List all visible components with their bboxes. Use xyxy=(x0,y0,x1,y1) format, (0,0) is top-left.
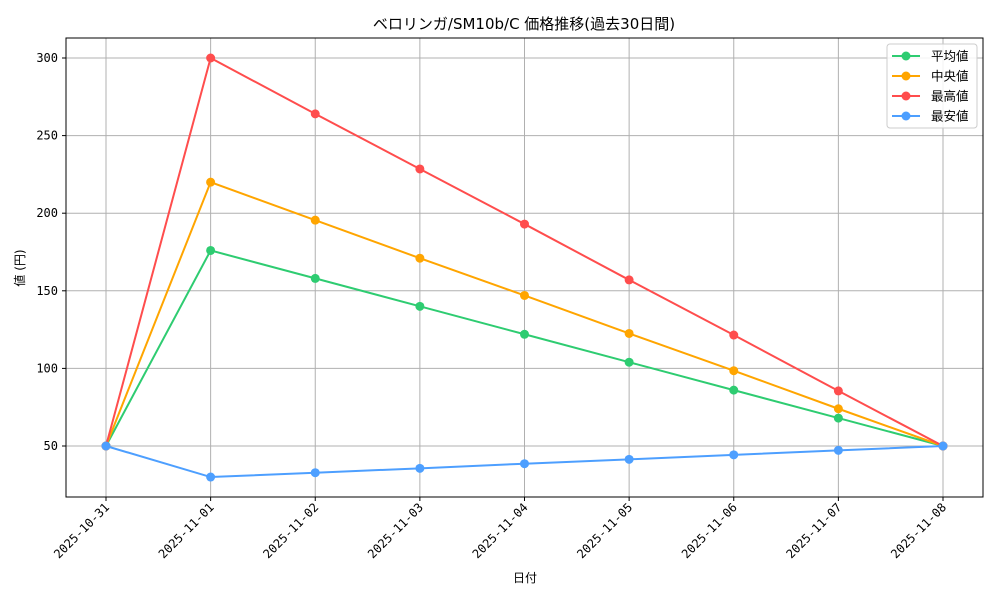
x-tick-label: 2025-10-31 xyxy=(51,500,112,561)
x-tick-label: 2025-11-06 xyxy=(679,500,740,561)
data-point-marker xyxy=(624,454,634,464)
y-tick-label: 100 xyxy=(36,361,58,375)
legend-label: 最高値 xyxy=(931,89,969,104)
y-tick-label: 200 xyxy=(36,206,58,220)
legend-item: 平均値 xyxy=(892,49,969,64)
data-point-marker xyxy=(415,164,425,174)
legend-marker-icon xyxy=(901,91,911,101)
x-axis-ticks: 2025-10-31 2025-11-01 2025-11-02 2025-11-03… xyxy=(51,497,949,561)
y-axis-label: 値 (円) xyxy=(12,249,27,286)
x-tick-label: 2025-11-03 xyxy=(365,500,426,561)
y-axis-ticks: 50 100 150 200 250 300 xyxy=(36,51,66,453)
data-point-marker xyxy=(520,329,529,339)
x-axis-label: 日付 xyxy=(513,571,537,585)
data-point-marker xyxy=(415,301,425,311)
data-point-marker xyxy=(415,463,425,473)
data-point-marker xyxy=(833,404,843,414)
legend-item: 最高値 xyxy=(892,89,969,104)
data-point-marker xyxy=(729,450,739,460)
grid-lines xyxy=(66,38,983,497)
x-tick-label: 2025-11-01 xyxy=(156,500,217,561)
y-tick-label: 150 xyxy=(36,284,58,298)
y-tick-label: 250 xyxy=(36,129,58,143)
data-point-marker xyxy=(310,273,320,283)
legend-marker-icon xyxy=(901,111,911,121)
legend-label: 最安値 xyxy=(931,109,969,124)
legend-label: 平均値 xyxy=(931,49,969,64)
data-point-marker xyxy=(310,215,320,225)
legend-box xyxy=(886,43,978,129)
x-tick-label: 2025-11-04 xyxy=(470,500,531,561)
data-point-marker xyxy=(520,219,529,229)
data-point-marker xyxy=(520,290,529,300)
legend-item: 最安値 xyxy=(892,109,969,124)
legend-item: 中央値 xyxy=(892,69,969,84)
x-tick-label: 2025-11-07 xyxy=(784,500,845,561)
series-lines xyxy=(101,53,948,482)
data-point-marker xyxy=(938,441,948,451)
data-point-marker xyxy=(833,386,843,396)
x-tick-label: 2025-11-02 xyxy=(260,500,321,561)
legend-marker-icon xyxy=(901,51,911,61)
data-point-marker xyxy=(624,275,634,285)
data-point-marker xyxy=(729,366,739,376)
data-point-marker xyxy=(415,253,425,263)
data-point-marker xyxy=(624,328,634,338)
data-point-marker xyxy=(833,445,843,455)
chart-title: ベロリンガ/SM10b/C 価格推移(過去30日間) xyxy=(373,15,675,33)
legend-marker-icon xyxy=(901,71,911,81)
data-point-marker xyxy=(310,468,320,478)
data-point-marker xyxy=(206,53,216,63)
legend-label: 中央値 xyxy=(931,69,969,84)
data-point-marker xyxy=(520,459,529,469)
data-point-marker xyxy=(729,330,739,340)
series-3 xyxy=(101,441,948,482)
data-point-marker xyxy=(310,109,320,119)
data-point-marker xyxy=(206,245,216,255)
y-tick-label: 300 xyxy=(36,51,58,65)
data-point-marker xyxy=(101,441,111,451)
data-point-marker xyxy=(206,177,216,187)
y-tick-label: 50 xyxy=(44,439,58,453)
data-point-marker xyxy=(624,357,634,367)
data-point-marker xyxy=(206,472,216,482)
x-tick-label: 2025-11-08 xyxy=(888,500,949,561)
x-tick-label: 2025-11-05 xyxy=(574,500,635,561)
data-point-marker xyxy=(833,413,843,423)
data-point-marker xyxy=(729,385,739,395)
